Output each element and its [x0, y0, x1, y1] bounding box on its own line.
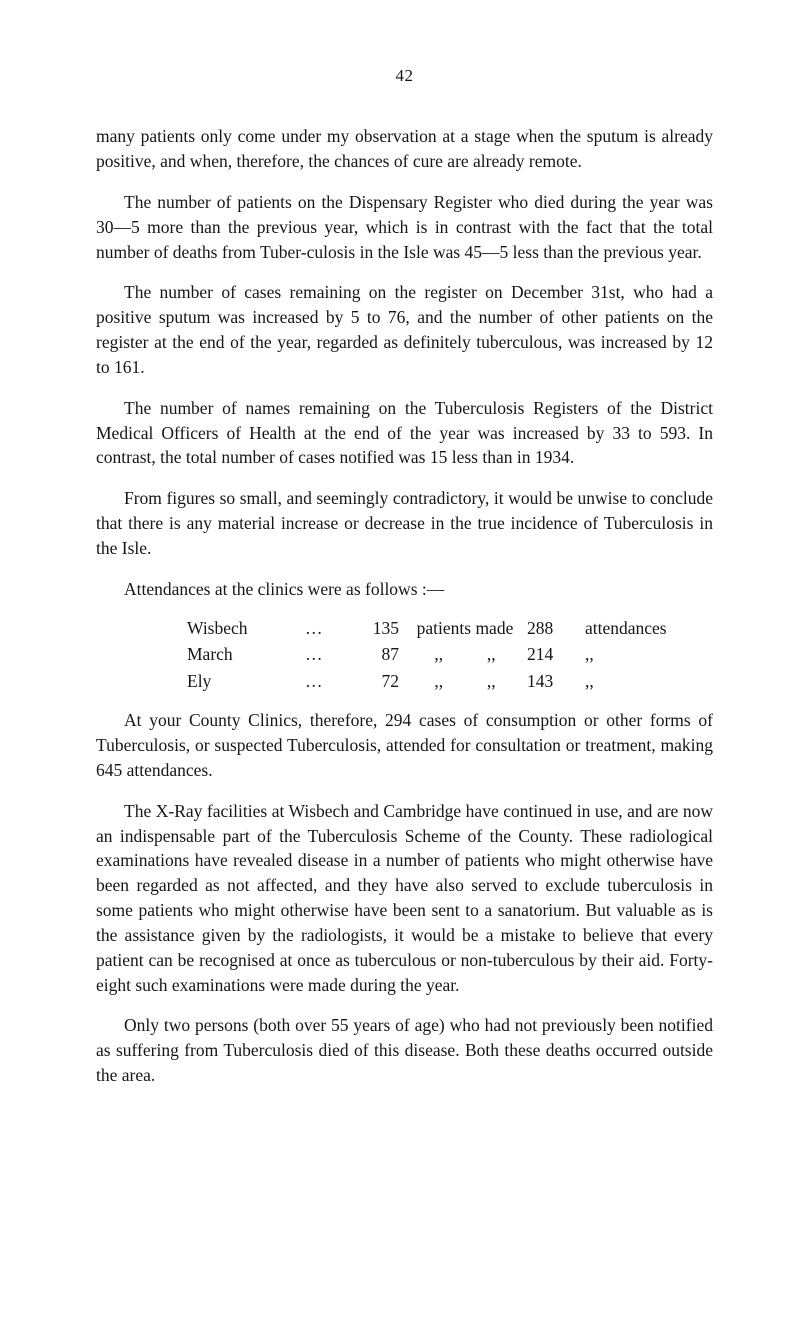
cell-mid: ,, ,,	[409, 642, 521, 667]
cell-place: Ely	[187, 669, 305, 694]
cell-att: 288	[521, 616, 579, 641]
table-row: Wisbech … 135 patients made 288 attendan…	[187, 616, 713, 641]
cell-att: 143	[521, 669, 579, 694]
cell-mid: ,, ,,	[409, 669, 521, 694]
paragraph-8: Only two persons (both over 55 years of …	[96, 1013, 713, 1088]
ditto-mark: ,,	[434, 644, 443, 664]
paragraph-2: The number of patients on the Dispensary…	[96, 190, 713, 265]
cell-att: 214	[521, 642, 579, 667]
cell-tail: ,,	[579, 669, 695, 694]
cell-patients: 72	[347, 669, 409, 694]
table-row: March … 87 ,, ,, 214 ,,	[187, 642, 713, 667]
paragraph-7: The X-Ray facilities at Wisbech and Camb…	[96, 799, 713, 998]
attendance-table: Wisbech … 135 patients made 288 attendan…	[96, 616, 713, 695]
attendance-intro: Attendances at the clinics were as follo…	[96, 577, 713, 602]
cell-mid: patients made	[409, 616, 521, 641]
paragraph-5: From figures so small, and seemingly con…	[96, 486, 713, 561]
cell-dots: …	[305, 642, 347, 667]
cell-place: Wisbech	[187, 616, 305, 641]
cell-place: March	[187, 642, 305, 667]
page: 42 many patients only come under my obse…	[0, 0, 801, 1324]
paragraph-1: many patients only come under my observa…	[96, 124, 713, 174]
cell-patients: 135	[347, 616, 409, 641]
ditto-mark: ,,	[434, 671, 443, 691]
cell-patients: 87	[347, 642, 409, 667]
ditto-mark: ,,	[487, 644, 496, 664]
paragraph-6: At your County Clinics, therefore, 294 c…	[96, 708, 713, 783]
cell-tail: attendances	[579, 616, 695, 641]
paragraph-4: The number of names remaining on the Tub…	[96, 396, 713, 471]
paragraph-3: The number of cases remaining on the reg…	[96, 280, 713, 379]
cell-dots: …	[305, 616, 347, 641]
cell-dots: …	[305, 669, 347, 694]
ditto-mark: ,,	[487, 671, 496, 691]
table-row: Ely … 72 ,, ,, 143 ,,	[187, 669, 713, 694]
cell-tail: ,,	[579, 642, 695, 667]
page-number: 42	[96, 64, 713, 88]
